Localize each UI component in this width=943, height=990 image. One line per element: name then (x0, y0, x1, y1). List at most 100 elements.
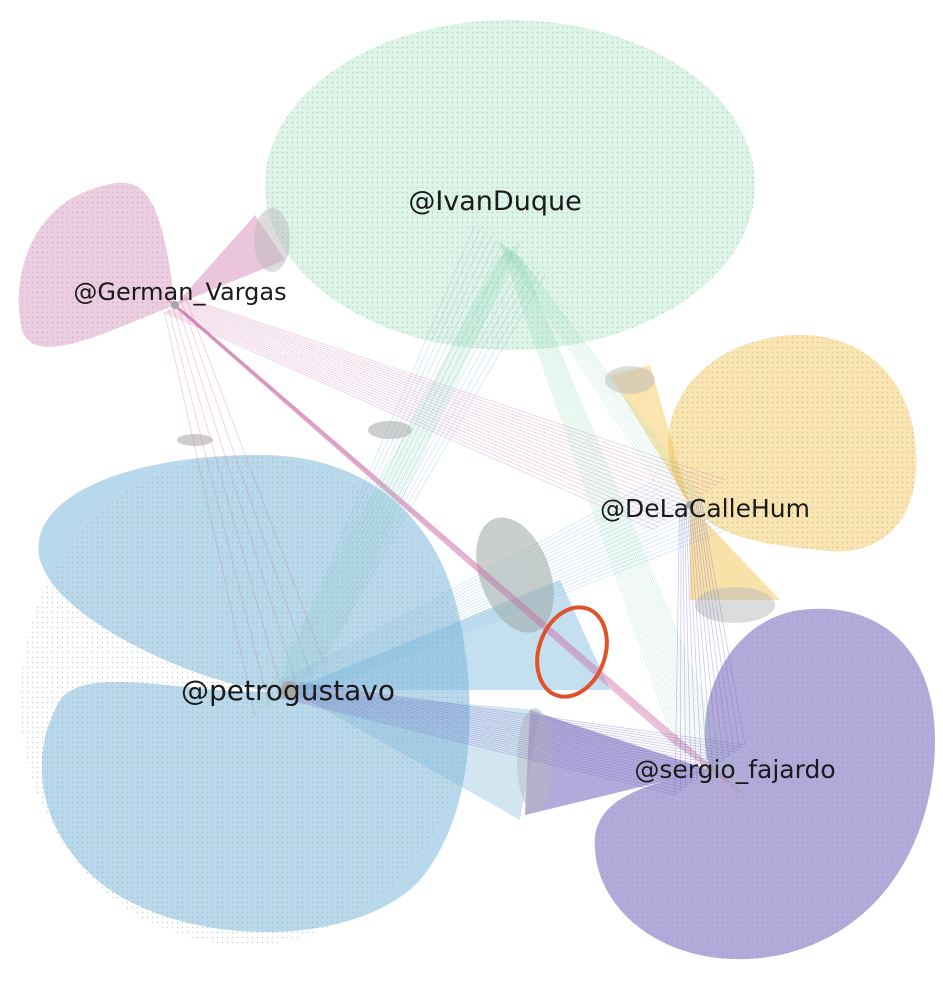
edge-line (168, 309, 270, 706)
edge-line (692, 503, 719, 765)
edge-line (287, 250, 510, 692)
cluster-sergio-fajardo-fan (525, 710, 710, 815)
edge-line (281, 695, 682, 791)
edge-line (298, 270, 540, 697)
edge-line (292, 511, 701, 693)
edge-line (166, 310, 664, 525)
edge-line (175, 304, 693, 504)
edge-line (280, 482, 660, 684)
edge-line (296, 267, 535, 696)
edge-line (510, 250, 695, 509)
cluster-delacallehum (605, 334, 917, 600)
edge-line (289, 689, 709, 772)
edge-line (291, 249, 512, 689)
edge-line (515, 253, 710, 520)
edge-line (501, 244, 684, 752)
edge-line (501, 243, 664, 486)
edge-line (268, 254, 505, 706)
edge-line (299, 682, 742, 748)
edge-line (674, 512, 680, 796)
edge-line (512, 252, 721, 778)
edge-line (298, 683, 739, 751)
edge-line (283, 694, 689, 786)
shared-cluster-upper (368, 421, 412, 439)
edge-line (504, 245, 692, 757)
edge-line (279, 479, 656, 683)
edge-line (164, 312, 256, 716)
edge-line (282, 694, 686, 789)
hub-german-vargas (171, 301, 179, 309)
edge-line (292, 255, 519, 692)
edge-line (263, 255, 503, 709)
edge-line (176, 303, 697, 501)
edge-line (513, 252, 702, 514)
edge-line (506, 247, 679, 497)
edge-line (285, 494, 676, 688)
edge-line (296, 684, 732, 755)
edge-line (310, 245, 517, 676)
label-german-vargas: @German_Vargas (73, 278, 286, 306)
edge-line (172, 305, 684, 510)
edge-line (499, 242, 656, 481)
edge-line (297, 684, 736, 753)
label-sergio-fajardo: @sergio_fajardo (634, 755, 835, 784)
edge-line (273, 253, 506, 702)
edge-line (502, 245, 688, 754)
edge-line (293, 687, 722, 763)
edge-line (280, 696, 679, 794)
edge-line (185, 297, 326, 666)
edge-line (305, 246, 516, 679)
edge-line (184, 298, 722, 484)
edge-line (682, 510, 687, 788)
edge-line (281, 485, 664, 685)
edge-line (185, 312, 746, 796)
edge-line (167, 299, 687, 753)
edge-line (291, 688, 716, 767)
edge-line (499, 242, 676, 746)
cluster-petrogustavo-fan-lower (290, 690, 540, 820)
edge-line (177, 302, 701, 499)
edge-line (176, 303, 298, 686)
edge-line (520, 257, 726, 531)
hub-petrogustavo (281, 681, 299, 699)
edge-line (687, 506, 703, 776)
edge-line (508, 248, 687, 503)
edge-line (500, 243, 680, 749)
edge-line (282, 251, 509, 696)
edge-line (285, 240, 497, 688)
edge-line (690, 504, 714, 769)
edge-line (293, 259, 524, 694)
edge-line (285, 692, 696, 782)
edge-line (165, 298, 681, 750)
edge-line (180, 300, 709, 493)
edge-line (172, 306, 284, 696)
edge-line (259, 256, 502, 712)
edge-line (683, 509, 692, 784)
hub-sergio-fajardo (706, 766, 714, 774)
edge-line (520, 257, 746, 796)
edge-line (254, 257, 500, 716)
edge-line (173, 304, 708, 769)
edge-line (288, 690, 706, 774)
edge-line (292, 687, 719, 765)
edge-line (518, 256, 742, 793)
edge-line (295, 685, 729, 758)
edge-line (172, 302, 703, 765)
edge-line (182, 309, 735, 788)
edge-line (286, 692, 699, 779)
edge-line (509, 249, 709, 769)
edge-line (286, 497, 680, 689)
label-petrogustavo: @petrogustavo (181, 674, 395, 707)
shared-cluster-left (177, 434, 213, 446)
edge-line (517, 255, 738, 790)
edge-line (291, 509, 697, 692)
edge-line (679, 511, 682, 792)
edge-line (168, 309, 668, 522)
edge-line (700, 497, 746, 746)
edge-line (282, 232, 487, 685)
edge-line (283, 488, 668, 686)
edge-line (164, 312, 656, 531)
edge-line (685, 507, 697, 780)
edge-line (297, 523, 717, 697)
